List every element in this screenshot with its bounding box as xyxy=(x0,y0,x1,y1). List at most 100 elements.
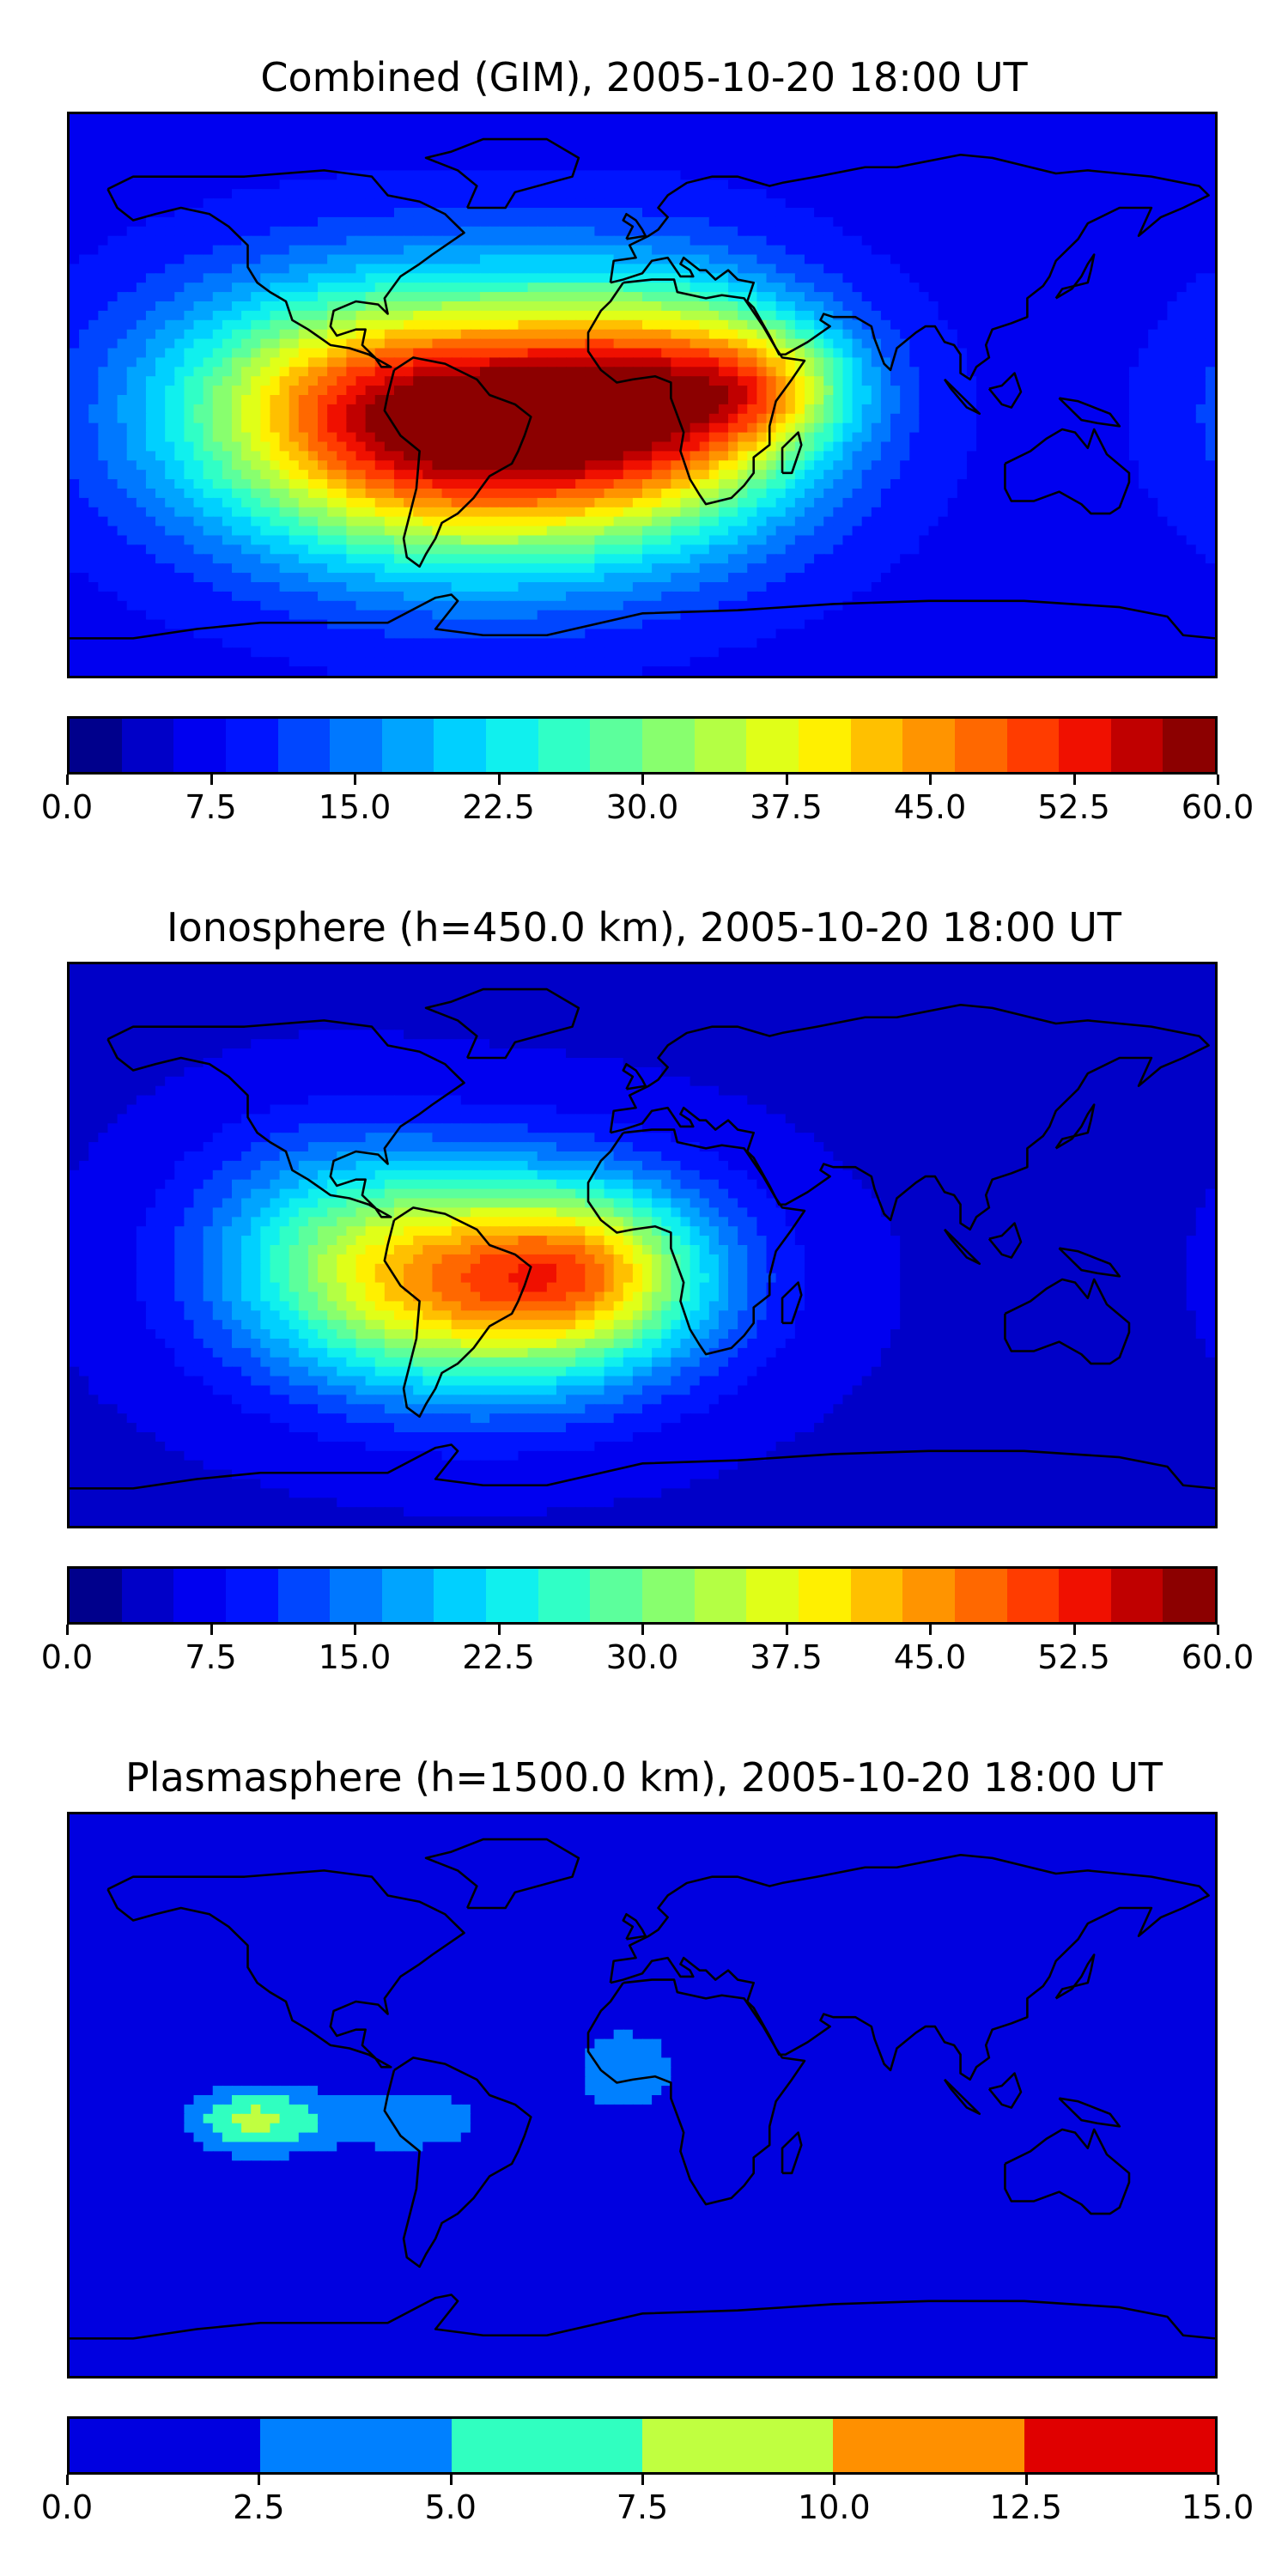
tec-contour-map xyxy=(70,1814,1215,2376)
colorbar-tick-mark xyxy=(210,775,213,785)
panel-title: Combined (GIM), 2005-10-20 18:00 UT xyxy=(0,53,1288,101)
coastlines xyxy=(70,1838,1215,2340)
colorbar-tick-mark xyxy=(497,1625,501,1635)
colorbar-segment xyxy=(1006,719,1060,772)
colorbar-segment xyxy=(538,719,591,772)
colorbar-segment xyxy=(833,2419,1024,2472)
colorbar-tick-label: 30.0 xyxy=(606,788,679,826)
colorbar-tick-label: 45.0 xyxy=(894,788,967,826)
colorbar-segment xyxy=(70,719,122,772)
tec-contour-map xyxy=(70,114,1215,676)
colorbar-tick-mark xyxy=(1072,1625,1076,1635)
coastline xyxy=(106,1019,465,1218)
colorbar-segment xyxy=(121,719,174,772)
colorbar-segment xyxy=(121,1569,174,1622)
colorbar-tick-mark xyxy=(833,2475,836,2485)
colorbar-segment xyxy=(381,1569,434,1622)
panel-title: Ionosphere (h=450.0 km), 2005-10-20 18:0… xyxy=(0,903,1288,951)
colorbar-segment xyxy=(1006,1569,1060,1622)
colorbar-ticks: 0.0 2.5 5.0 7.5 10.0 12.5 15.0 xyxy=(41,2475,1254,2526)
coastline xyxy=(987,372,1023,409)
coastline xyxy=(781,431,803,475)
coastline xyxy=(1058,2097,1121,2128)
colorbar-segment xyxy=(381,719,434,772)
coastline xyxy=(586,1978,806,2206)
coastline xyxy=(1058,397,1121,428)
colorbar-segment xyxy=(746,1569,799,1622)
colorbar-tick-label: 15.0 xyxy=(319,788,392,826)
colorbar-segment xyxy=(641,2419,834,2472)
coastline xyxy=(987,2072,1023,2109)
coastlines xyxy=(70,137,1215,640)
colorbar-segment xyxy=(694,719,747,772)
coastline xyxy=(1004,1278,1131,1365)
colorbar-ticks: 0.0 7.5 15.0 22.5 30.0 37.5 45.0 52.5 60.0 xyxy=(41,775,1254,826)
colorbar-tick-mark xyxy=(1072,775,1076,785)
coastline xyxy=(70,2293,1215,2340)
coastline xyxy=(622,1062,647,1091)
colorbar xyxy=(67,716,1218,775)
coastline xyxy=(424,1838,580,1910)
colorbar-segment xyxy=(590,1569,643,1622)
colorbar-segment xyxy=(746,719,799,772)
colorbar-tick-mark xyxy=(497,775,501,785)
colorbar-tick-label: 15.0 xyxy=(319,1638,392,1676)
colorbar-tick-label: 7.5 xyxy=(617,2488,668,2526)
coastline xyxy=(609,153,1210,381)
colorbar-tick-mark xyxy=(785,775,788,785)
colorbar-tick-mark xyxy=(1217,1625,1219,1635)
coastline xyxy=(106,1869,465,2069)
coastline xyxy=(622,1912,647,1941)
colorbar-tick-mark xyxy=(258,2475,261,2485)
map-plot xyxy=(67,962,1218,1528)
colorbar-tick-label: 15.0 xyxy=(1182,2488,1255,2526)
coastline xyxy=(1004,2128,1131,2215)
colorbar-tick-label: 5.0 xyxy=(424,2488,476,2526)
colorbar-segment xyxy=(954,719,1007,772)
colorbar-tick-mark xyxy=(785,1625,788,1635)
coastline xyxy=(943,1228,981,1266)
colorbar-tick-label: 30.0 xyxy=(606,1638,679,1676)
coastline xyxy=(383,2057,532,2269)
coastline xyxy=(424,987,580,1060)
colorbar-tick-label: 52.5 xyxy=(1037,788,1110,826)
colorbar-tick-label: 37.5 xyxy=(750,788,823,826)
contour-fill xyxy=(70,1814,1215,2376)
colorbar-segment xyxy=(538,1569,591,1622)
colorbar-tick-mark xyxy=(641,775,644,785)
coastline xyxy=(424,137,580,210)
coastline xyxy=(943,2078,981,2116)
colorbar-tick-label: 60.0 xyxy=(1182,1638,1255,1676)
colorbar-segment xyxy=(1024,2419,1215,2472)
colorbar-segment xyxy=(225,719,278,772)
colorbar-segment xyxy=(642,1569,695,1622)
coastline xyxy=(1054,253,1096,300)
colorbar-segment xyxy=(330,719,382,772)
colorbar-segment xyxy=(798,719,851,772)
coastline xyxy=(383,1206,532,1419)
colorbar-tick-label: 45.0 xyxy=(894,1638,967,1676)
coastline xyxy=(1004,428,1131,515)
colorbar-segment xyxy=(850,719,903,772)
colorbar-segment xyxy=(850,1569,903,1622)
contour-fill xyxy=(70,964,1215,1526)
coastline xyxy=(106,169,465,368)
colorbar-segment xyxy=(902,1569,955,1622)
colorbar-tick-mark xyxy=(66,775,69,785)
coastline xyxy=(586,278,806,506)
coastline xyxy=(781,2131,803,2175)
colorbar-segment xyxy=(277,719,331,772)
colorbar-tick-mark xyxy=(449,2475,453,2485)
coastline xyxy=(1054,1953,1096,2000)
colorbar-segment xyxy=(434,719,487,772)
colorbar-tick-label: 7.5 xyxy=(185,788,236,826)
colorbar-segment xyxy=(1059,719,1111,772)
colorbar-segment xyxy=(1110,719,1163,772)
colorbar-tick-mark xyxy=(66,1625,69,1635)
colorbar-segment xyxy=(330,1569,382,1622)
colorbar-segment xyxy=(642,719,695,772)
colorbar-tick-label: 37.5 xyxy=(750,1638,823,1676)
colorbar-tick-label: 0.0 xyxy=(41,788,93,826)
colorbar-tick-label: 60.0 xyxy=(1182,788,1255,826)
colorbar-segment xyxy=(70,1569,122,1622)
